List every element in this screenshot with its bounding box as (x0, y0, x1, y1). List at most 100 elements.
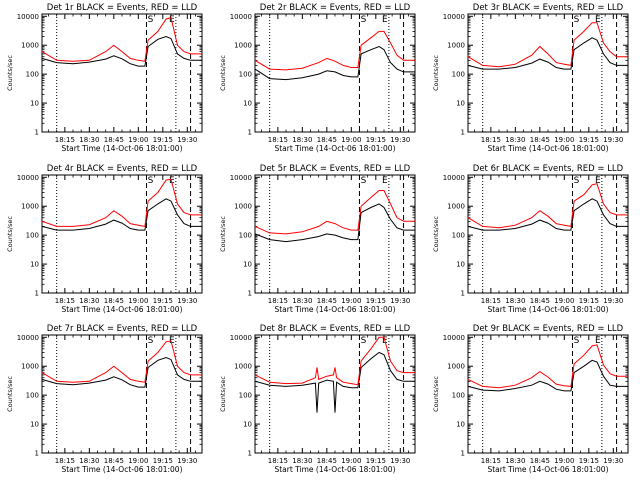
x-tick-label: 18:15 (268, 297, 288, 305)
y-tick-label: 10000 (443, 334, 465, 342)
x-tick-label: 19:30 (177, 136, 197, 144)
x-tick-label: 19:30 (177, 297, 197, 305)
plot-frame (254, 13, 416, 133)
y-tick-label: 10 (30, 421, 39, 429)
y-tick-label: 1 (461, 290, 465, 298)
x-tick-label: 18:30 (292, 297, 312, 305)
x-tick-label: 19:00 (341, 297, 361, 305)
x-tick-label: 18:15 (481, 297, 501, 305)
plot-frame (41, 174, 203, 294)
plot-frame (254, 174, 416, 294)
x-tick-label: 19:00 (554, 457, 574, 465)
panel-title: Det 7r BLACK = Events, RED = LLD (47, 324, 198, 334)
x-tick-label: 18:15 (481, 136, 501, 144)
x-axis-label: Start Time (14-Oct-06 18:01:00) (487, 305, 608, 314)
y-axis-label: Counts/sec (219, 216, 227, 252)
x-tick-label: 18:30 (79, 136, 99, 144)
start-marker-label: S (148, 15, 154, 25)
panel-title: Det 3r BLACK = Events, RED = LLD (473, 3, 624, 13)
start-marker-label: S (574, 336, 580, 346)
detector-panel: Det 4r BLACK = Events, RED = LLD Counts/s… (6, 164, 203, 314)
x-tick-label: 18:30 (505, 297, 525, 305)
x-tick-label: 19:15 (366, 457, 386, 465)
x-tick-label: 19:00 (128, 457, 148, 465)
panel-title: Det 8r BLACK = Events, RED = LLD (260, 324, 411, 334)
y-tick-label: 1 (248, 290, 252, 298)
lld-series-line (41, 340, 202, 383)
x-tick-label: 18:45 (104, 297, 124, 305)
y-tick-label: 1 (461, 129, 465, 137)
y-tick-label: 10000 (17, 13, 39, 21)
x-tick-label: 18:45 (104, 457, 124, 465)
x-tick-label: 19:30 (603, 297, 623, 305)
y-axis-label: Counts/sec (219, 55, 227, 91)
x-tick-label: 19:15 (579, 297, 599, 305)
end-marker-label: E (595, 336, 601, 346)
y-axis-label: Counts/sec (432, 55, 440, 91)
plot-frame (467, 13, 629, 133)
end-marker-label: E (595, 15, 601, 25)
lld-series-line (467, 22, 628, 68)
x-tick-label: 19:15 (366, 297, 386, 305)
x-axis-label: Start Time (14-Oct-06 18:01:00) (487, 144, 608, 153)
x-tick-label: 19:30 (603, 457, 623, 465)
y-axis-label: Counts/sec (219, 376, 227, 412)
x-tick-label: 18:30 (79, 457, 99, 465)
y-tick-label: 1 (248, 450, 252, 458)
y-tick-label: 100 (26, 71, 39, 79)
y-tick-label: 10 (243, 261, 252, 269)
lld-series-line (41, 178, 202, 227)
x-tick-label: 18:45 (530, 457, 550, 465)
x-axis-label: Start Time (14-Oct-06 18:01:00) (61, 465, 182, 474)
y-tick-label: 1000 (447, 363, 465, 371)
detector-panel: Det 8r BLACK = Events, RED = LLD Counts/s… (219, 324, 416, 474)
x-tick-label: 19:15 (579, 457, 599, 465)
detector-panel: Det 1r BLACK = Events, RED = LLD Counts/s… (6, 3, 203, 153)
y-tick-label: 10000 (230, 334, 252, 342)
x-axis-label: Start Time (14-Oct-06 18:01:00) (274, 465, 395, 474)
x-tick-label: 18:15 (268, 457, 288, 465)
y-tick-label: 1000 (234, 42, 252, 50)
x-tick-label: 18:15 (481, 457, 501, 465)
y-tick-label: 100 (26, 232, 39, 240)
y-tick-label: 10000 (443, 13, 465, 21)
x-axis-label: Start Time (14-Oct-06 18:01:00) (274, 305, 395, 314)
start-marker-label: S (361, 336, 367, 346)
x-tick-label: 19:30 (177, 457, 197, 465)
x-tick-label: 18:15 (55, 457, 75, 465)
start-marker-label: S (148, 336, 154, 346)
start-marker-label: S (361, 176, 367, 186)
y-tick-label: 1000 (21, 42, 39, 50)
events-series-line (41, 356, 202, 388)
y-tick-label: 10000 (443, 174, 465, 182)
detector-panel: Det 2r BLACK = Events, RED = LLD Counts/s… (219, 3, 416, 153)
detector-panel: Det 9r BLACK = Events, RED = LLD Counts/s… (432, 324, 629, 474)
events-series-line (41, 198, 202, 231)
plot-frame (467, 334, 629, 454)
end-marker-label: E (382, 15, 388, 25)
panel-title: Det 4r BLACK = Events, RED = LLD (47, 164, 198, 174)
y-tick-label: 1 (461, 450, 465, 458)
y-axis-label: Counts/sec (6, 376, 14, 412)
x-tick-label: 19:00 (341, 136, 361, 144)
lld-series-line (467, 344, 628, 389)
y-tick-label: 100 (452, 232, 465, 240)
panel-title: Det 9r BLACK = Events, RED = LLD (473, 324, 624, 334)
y-tick-label: 1000 (447, 42, 465, 50)
x-tick-label: 18:45 (104, 136, 124, 144)
y-tick-label: 10000 (230, 174, 252, 182)
y-tick-label: 10 (456, 261, 465, 269)
events-series-line (254, 351, 415, 413)
plot-frame (41, 334, 203, 454)
y-tick-label: 10 (456, 421, 465, 429)
x-tick-label: 19:30 (390, 297, 410, 305)
start-marker-label: S (361, 15, 367, 25)
panel-title: Det 2r BLACK = Events, RED = LLD (260, 3, 411, 13)
lld-series-line (254, 336, 415, 386)
x-tick-label: 18:15 (268, 136, 288, 144)
end-marker-label: E (595, 176, 601, 186)
x-tick-label: 19:30 (390, 136, 410, 144)
y-tick-label: 1000 (234, 363, 252, 371)
end-marker-label: E (169, 176, 175, 186)
